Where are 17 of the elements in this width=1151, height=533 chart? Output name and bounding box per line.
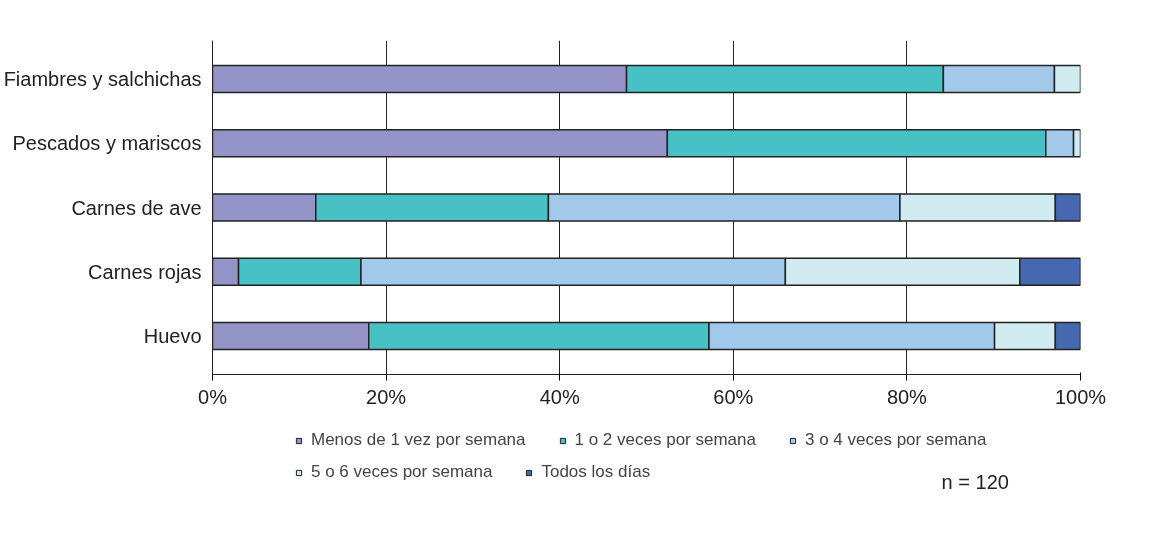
x-tick-label: 100% (1054, 385, 1107, 408)
text: n = 120 (941, 471, 1009, 493)
x-tick-label: 80% (886, 385, 928, 408)
x-tick-label: 40% (539, 385, 580, 408)
legend-label: Menos de 1 vez por semana (311, 430, 526, 450)
x-tick-label: 60% (713, 385, 754, 408)
legend-label: 3 o 4 veces por semana (804, 430, 987, 450)
y-tick-label: Pescados y mariscos (12, 132, 202, 155)
x-tick-label: 0% (198, 385, 228, 408)
legend-label: 1 o 2 veces por semana (574, 430, 756, 450)
y-tick-label: Huevo (143, 324, 202, 347)
y-tick-label: Carnes de ave (71, 196, 202, 219)
legend-label: Todos los días (541, 462, 651, 482)
legend-label: 5 o 6 veces por semana (311, 462, 493, 482)
x-tick-label: 20% (366, 385, 407, 408)
y-tick-label: Fiambres y salchichas (3, 68, 202, 91)
y-tick-label: Carnes rojas (88, 260, 202, 283)
